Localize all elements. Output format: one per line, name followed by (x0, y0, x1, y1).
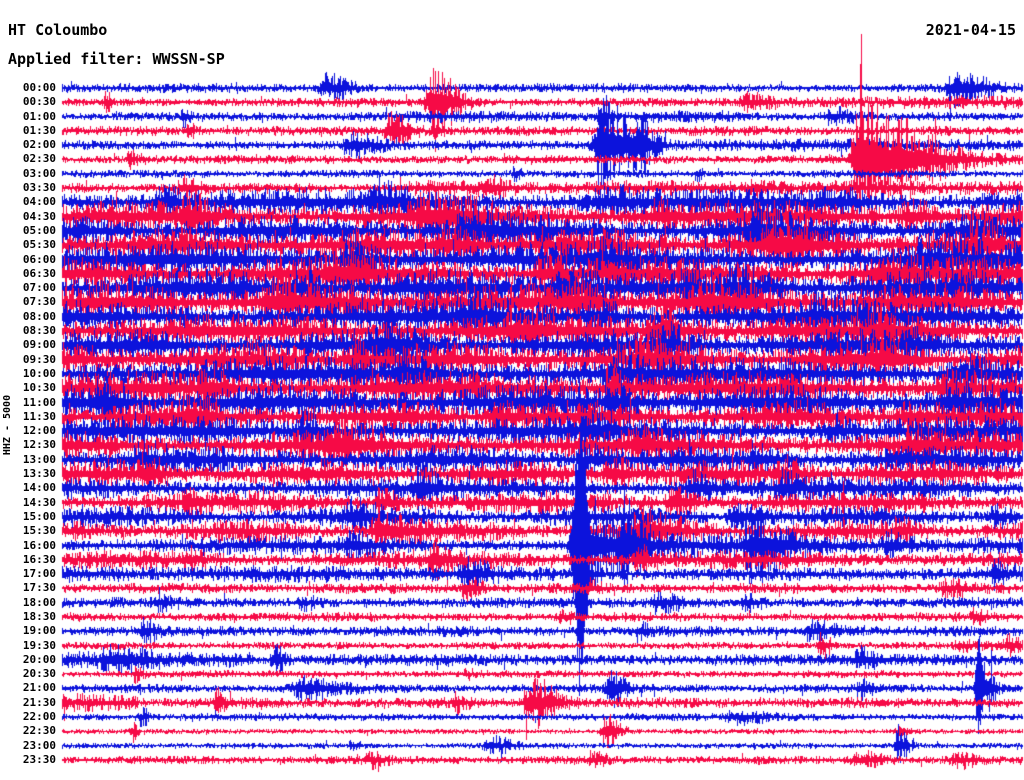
trace-time-label: 22:30 (22, 724, 56, 738)
trace-time-label: 07:30 (22, 295, 56, 309)
applied-filter-label: Applied filter: WWSSN-SP (8, 50, 225, 68)
trace-time-label: 05:30 (22, 238, 56, 252)
trace-time-label: 02:00 (22, 138, 56, 152)
trace-time-label: 03:30 (22, 181, 56, 195)
trace-time-label: 12:30 (22, 438, 56, 452)
trace-time-label: 21:00 (22, 681, 56, 695)
trace-time-label: 08:00 (22, 309, 56, 323)
trace-time-label: 18:30 (22, 609, 56, 623)
station-name: HT Coloumbo (8, 21, 108, 39)
trace-time-label: 16:00 (22, 538, 56, 552)
trace-time-label: 22:00 (22, 710, 56, 724)
trace-time-label: 01:30 (22, 123, 56, 137)
trace-time-label: 06:00 (22, 252, 56, 266)
trace-time-label: 17:00 (22, 567, 56, 581)
trace-time-label: 15:30 (22, 524, 56, 538)
trace-time-label: 13:30 (22, 467, 56, 481)
plot-date: 2021-04-15 (925, 21, 1016, 39)
trace-time-label: 09:00 (22, 338, 56, 352)
trace-time-label: 23:30 (22, 752, 56, 766)
trace-time-label: 04:00 (22, 195, 56, 209)
trace-time-label: 06:30 (22, 266, 56, 280)
trace-time-label: 00:00 (22, 81, 56, 94)
trace-time-label: 13:00 (22, 452, 56, 466)
trace-time-label: 11:00 (22, 395, 56, 409)
trace-time-label: 23:00 (22, 738, 56, 752)
trace-time-label: 12:00 (22, 424, 56, 438)
trace-time-label: 18:00 (22, 595, 56, 609)
trace-time-label: 10:30 (22, 381, 56, 395)
trace-time-label: 16:30 (22, 552, 56, 566)
trace-time-label: 17:30 (22, 581, 56, 595)
trace-time-label: 02:30 (22, 152, 56, 166)
trace-time-label: 04:30 (22, 209, 56, 223)
trace-time-label: 20:30 (22, 667, 56, 681)
trace-time-label: 19:30 (22, 638, 56, 652)
trace-time-label: 07:00 (22, 281, 56, 295)
trace-time-label: 00:30 (22, 95, 56, 109)
trace-time-label: 14:30 (22, 495, 56, 509)
trace-time-label: 05:00 (22, 223, 56, 237)
trace-time-label: 11:30 (22, 409, 56, 423)
trace-time-label: 20:00 (22, 652, 56, 666)
trace-time-label: 03:00 (22, 166, 56, 180)
trace-time-label: 21:30 (22, 695, 56, 709)
trace-time-label: 19:00 (22, 624, 56, 638)
trace-time-label: 14:00 (22, 481, 56, 495)
trace-time-label: 15:00 (22, 509, 56, 523)
trace-time-label: 09:30 (22, 352, 56, 366)
trace-time-label: 10:00 (22, 366, 56, 380)
trace-time-label: 01:00 (22, 109, 56, 123)
trace-time-label: 08:30 (22, 324, 56, 338)
